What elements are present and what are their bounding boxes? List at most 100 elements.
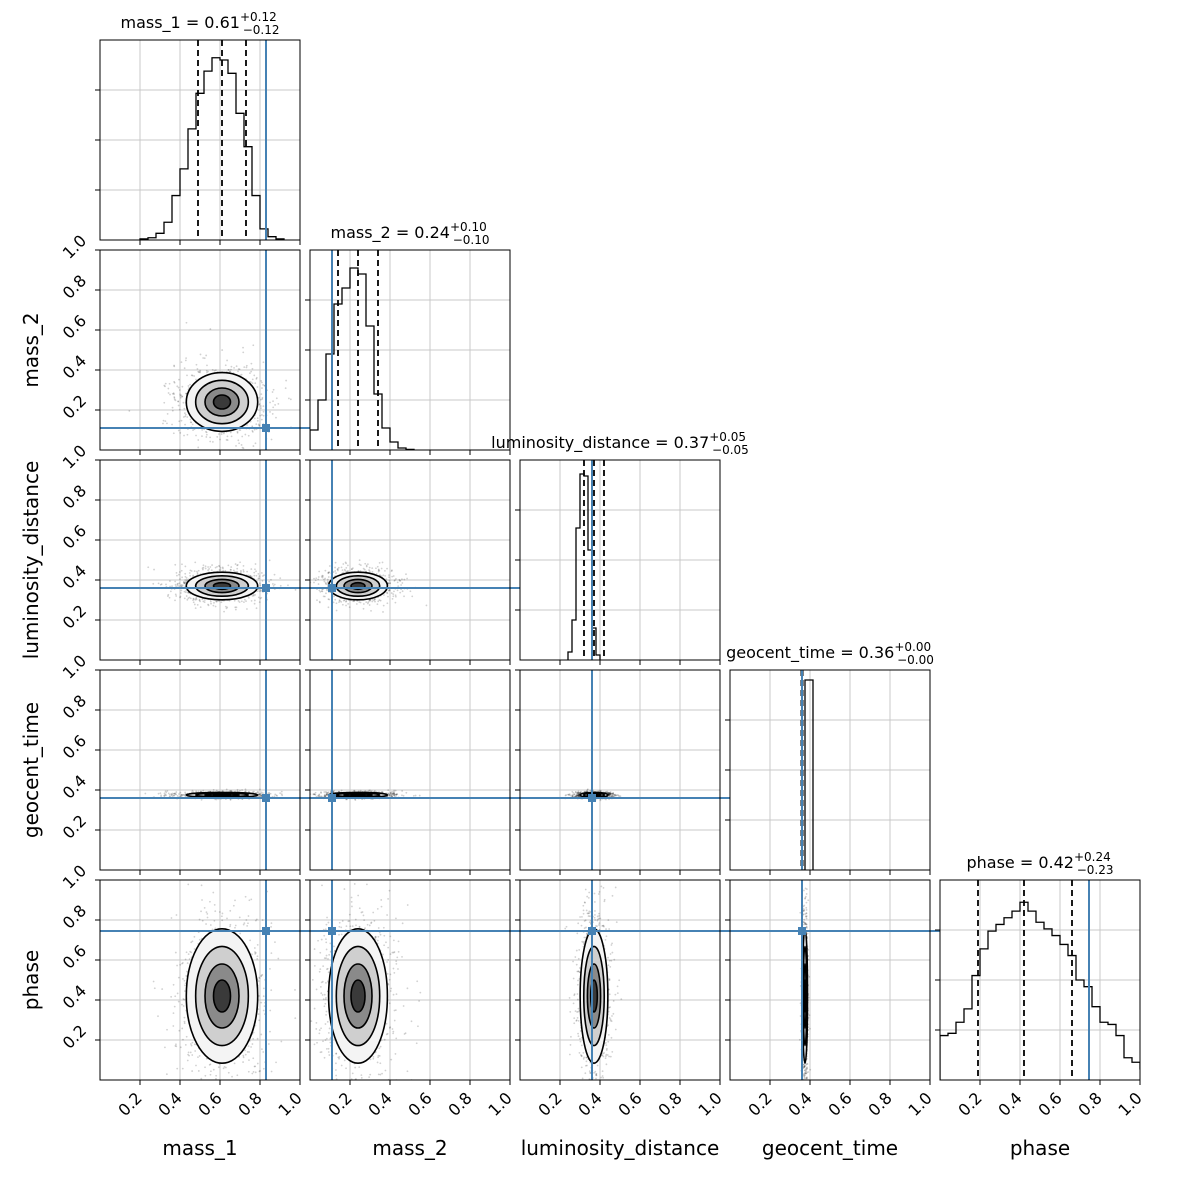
sample-point [262,361,265,364]
sample-point [164,790,167,793]
sample-point [213,601,215,604]
sample-point [230,368,232,371]
sample-point [327,792,329,794]
sample-point [193,375,196,377]
sample-point [362,607,365,610]
sample-point [238,601,241,604]
sample-point [613,793,616,796]
sample-point [328,571,331,574]
sample-point [184,579,187,581]
sample-point [412,795,415,797]
density-group [310,559,428,613]
sample-point [396,793,399,796]
sample-point [275,416,277,419]
sample-point [325,793,328,795]
sample-point [323,580,326,583]
sample-point [254,568,256,571]
sample-point [192,601,195,604]
sample-point [197,790,200,793]
sample-point [236,564,239,567]
sample-point [238,429,241,431]
sample-point [343,599,346,601]
sample-point [336,568,339,571]
sample-point [400,584,403,586]
sample-point [318,570,321,573]
sample-point [215,798,218,801]
sample-point [183,581,185,584]
sample-point [260,407,262,410]
sample-point [179,791,182,794]
sample-point [183,407,186,410]
sample-point [181,395,183,398]
y-tick-label: 0.6 [59,521,90,552]
sample-point [246,570,249,573]
sample-point [249,381,252,384]
sample-point [255,423,258,426]
sample-point [387,595,389,598]
sample-point [362,567,365,570]
sample-point [176,574,178,577]
contour-line [212,394,232,410]
sample-point [240,600,243,603]
sample-point [230,566,233,568]
sample-point [370,609,372,612]
sample-point [317,795,320,798]
sample-point [612,792,614,795]
sample-point [255,791,258,794]
panel-frame [99,39,301,241]
sample-point [258,793,261,796]
sample-point [171,409,174,412]
sample-point [365,564,368,567]
sample-point [382,611,384,613]
panel-mass_2-luminosity_distance [305,459,520,665]
sample-point [180,583,183,586]
sample-point [271,391,274,393]
sample-point [185,321,188,324]
sample-point [174,580,177,583]
sample-point [173,792,176,795]
sample-point [577,790,580,793]
sample-point [373,790,376,792]
sample-point [312,793,315,796]
sample-point [185,577,188,579]
sample-point [197,371,200,374]
sample-point [232,569,235,572]
sample-point [392,793,395,796]
sample-point [227,564,230,567]
sample-point [326,578,329,581]
sample-point [395,793,398,796]
sample-point [387,589,390,592]
title-value: mass_1 = 0.61 [120,13,239,33]
sample-point [389,792,392,795]
sample-point [275,397,278,400]
sample-point [320,575,323,578]
sample-point [575,794,578,797]
sample-point [234,608,237,611]
panel-mass_1-luminosity_distance: 0.20.40.60.81.0 [59,441,310,665]
sample-point [199,606,202,609]
sample-point [189,569,192,572]
panel-title-luminosity_distance: luminosity_distance = 0.37+0.05 −0.05 [491,430,749,457]
sample-point [394,594,397,597]
sample-point [182,794,185,796]
sample-point [174,399,177,402]
sample-point [275,794,278,797]
sample-point [394,601,397,604]
sample-point [195,598,198,601]
sample-point [173,398,176,401]
sample-point [325,794,328,797]
sample-point [393,590,395,593]
sample-point [230,435,233,438]
sample-point [195,434,197,437]
sample-point [394,595,397,598]
sample-point [250,575,253,578]
sample-point [236,564,239,566]
sample-point [225,607,228,610]
y-tick-label: 0.6 [59,731,90,762]
sample-point [185,579,188,582]
sample-point [206,371,208,374]
sample-point [215,600,218,603]
contour-line [204,578,240,594]
sample-point [249,372,251,374]
sample-point [258,575,261,578]
